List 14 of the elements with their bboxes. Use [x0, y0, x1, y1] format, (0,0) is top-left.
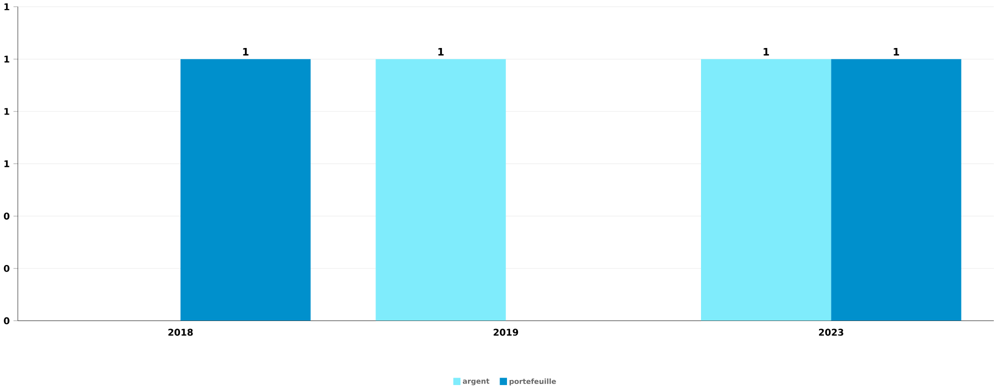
y-tick-label: 1: [4, 160, 10, 168]
x-tick-label: 2018: [168, 328, 193, 336]
y-tick-label: 1: [4, 56, 10, 63]
y-tick-label: 1: [4, 108, 10, 116]
y-tick-label: 0: [4, 265, 10, 272]
y-tick-label: 0: [4, 317, 10, 324]
data-label: 1: [894, 48, 900, 56]
data-label: 1: [243, 48, 248, 56]
x-tick-label: 2019: [494, 328, 518, 336]
y-tick-label: 0: [4, 212, 10, 220]
data-label: 1: [438, 48, 444, 56]
x-tick-label: 2023: [819, 328, 844, 336]
data-label: 1: [764, 48, 769, 56]
y-tick-label: 1: [4, 4, 10, 10]
